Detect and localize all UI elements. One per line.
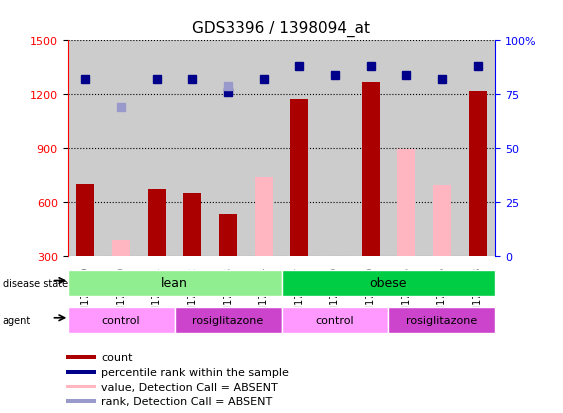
Text: agent: agent — [3, 315, 31, 325]
Bar — [66, 399, 96, 403]
Text: lean: lean — [161, 276, 188, 290]
Bar — [433, 185, 451, 256]
Bar — [282, 307, 388, 333]
Bar — [246, 41, 282, 256]
Bar — [184, 193, 202, 256]
Bar — [353, 41, 388, 256]
Bar — [291, 100, 309, 256]
Text: disease state: disease state — [3, 278, 68, 288]
Text: rosiglitazone: rosiglitazone — [406, 315, 477, 325]
Bar — [66, 370, 96, 374]
Bar — [282, 270, 495, 296]
Bar — [77, 185, 95, 256]
Bar — [317, 41, 353, 256]
Bar — [139, 41, 175, 256]
Bar — [397, 150, 415, 256]
Bar — [388, 307, 495, 333]
Title: GDS3396 / 1398094_at: GDS3396 / 1398094_at — [193, 21, 370, 37]
Bar — [388, 41, 424, 256]
Text: rank, Detection Call = ABSENT: rank, Detection Call = ABSENT — [101, 396, 272, 406]
Bar — [468, 91, 486, 256]
Text: control: control — [316, 315, 354, 325]
Bar — [66, 385, 96, 389]
Text: count: count — [101, 353, 132, 363]
Bar — [210, 41, 246, 256]
Bar — [424, 41, 460, 256]
Bar — [66, 356, 96, 359]
Bar — [148, 190, 166, 256]
Bar — [219, 215, 237, 256]
Bar — [175, 307, 282, 333]
Text: value, Detection Call = ABSENT: value, Detection Call = ABSENT — [101, 382, 278, 392]
Text: obese: obese — [370, 276, 407, 290]
Bar — [103, 41, 139, 256]
Bar — [68, 41, 103, 256]
Text: percentile rank within the sample: percentile rank within the sample — [101, 367, 289, 377]
Text: rosiglitazone: rosiglitazone — [193, 315, 263, 325]
Bar — [68, 270, 282, 296]
Bar — [460, 41, 495, 256]
Text: control: control — [102, 315, 140, 325]
Bar — [282, 41, 317, 256]
Bar — [361, 83, 379, 256]
Bar — [112, 240, 130, 256]
Bar — [68, 307, 175, 333]
Bar — [175, 41, 210, 256]
Bar — [254, 177, 272, 256]
